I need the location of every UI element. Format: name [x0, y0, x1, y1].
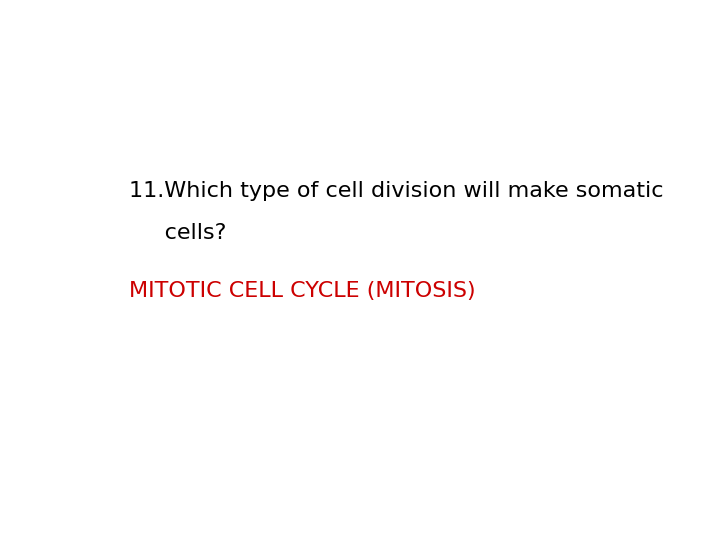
- Text: cells?: cells?: [129, 223, 226, 243]
- Text: MITOTIC CELL CYCLE (MITOSIS): MITOTIC CELL CYCLE (MITOSIS): [129, 281, 476, 301]
- Text: 11.Which type of cell division will make somatic: 11.Which type of cell division will make…: [129, 181, 664, 201]
